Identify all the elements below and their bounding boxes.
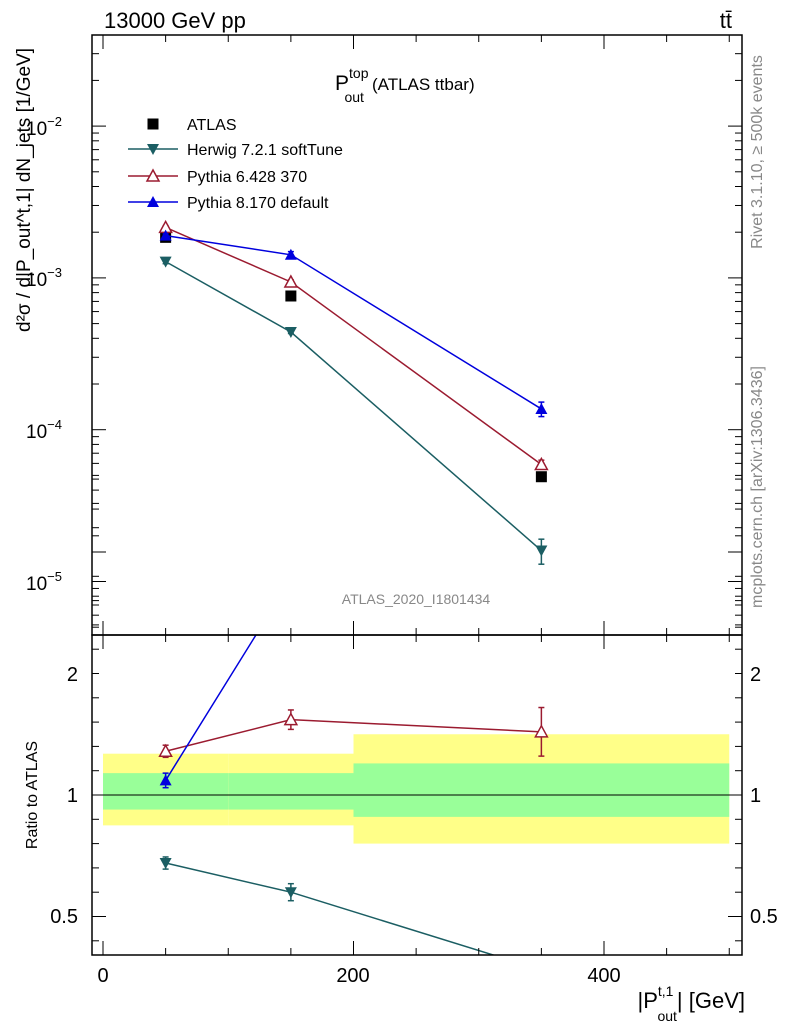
legend-label-pythia6: Pythia 6.428 370 [187,169,307,186]
main-point-herwig-0 [159,256,172,268]
legend: ATLAS Herwig 7.2.1 softTune Pythia 6.428… [128,117,343,212]
ratio-y-tick-label-left-0: 0.5 [50,906,78,928]
legend-label-herwig: Herwig 7.2.1 softTune [187,142,343,159]
ratio-bands [103,734,730,844]
ratio-y-tick-label-right-1: 1 [750,785,761,807]
ratio-y-tick-labels: 0.5 1 2 0.5 1 2 [50,664,778,928]
ratio-y-axis-label: Ratio to ATLAS [24,741,41,849]
mcplots-label: mcplots.cern.ch [arXiv:1306.3436] [749,366,766,608]
ratio-y-tick-label-right-2: 2 [750,664,761,686]
x-tick-labels: 0 200 400 [97,965,620,987]
main-point-herwig-2 [535,545,548,557]
legend-entry-herwig: Herwig 7.2.1 softTune [128,142,343,159]
axis-ticks [92,35,742,955]
x-tick-label-400: 400 [587,965,620,987]
legend-entry-pythia8: Pythia 8.170 default [128,195,329,212]
x-tick-label-0: 0 [97,965,108,987]
main-y-tick-label-1e-5: 10−5 [26,569,62,595]
process-label: tt̄ [720,8,732,33]
main-y-axis-label: d²σ / d|P_out^t,1| dN_jets [1/GeV] [14,48,35,332]
ratio-y-tick-label-left-2: 2 [67,664,78,686]
main-series-layer [158,219,549,565]
ratio-line-pythia8 [164,635,257,781]
ratio-point-pythia8-1 [285,573,297,584]
plot-title: Ptop out(ATLAS ttbar) [335,65,475,105]
x-tick-label-200: 200 [336,965,369,987]
main-point-atlas-2 [535,471,547,483]
ratio-band-inner-1 [228,773,354,810]
main-point-pythia8-1 [284,248,297,260]
legend-symbol-pythia6 [145,168,161,182]
legend-label-atlas: ATLAS [187,117,237,134]
main-point-atlas-1 [285,290,297,302]
main-point-pythia8-2 [535,402,548,414]
legend-label-pythia8: Pythia 8.170 default [187,195,329,212]
legend-entry-pythia6: Pythia 6.428 370 [128,168,307,186]
legend-marker-herwig [147,144,159,155]
legend-marker-pythia8 [147,196,159,207]
ratio-point-pythia8-2 [535,352,547,363]
ratio-point-pythia6-1 [283,712,299,726]
legend-symbol-pythia8 [147,196,159,207]
ratio-series-layer [158,352,549,976]
legend-marker-pythia6 [145,168,161,182]
main-y-tick-label-1e-2: 10−2 [26,114,62,140]
ratio-point-pythia6-0 [158,743,173,758]
ratio-point-pythia6-2 [534,724,549,738]
rivet-version-label: Rivet 3.1.10, ≥ 500k events [749,55,766,249]
ratio-y-tick-label-left-1: 1 [67,785,78,807]
ratio-y-tick-label-right-0: 0.5 [750,906,778,928]
ratio-point-pythia8-0 [159,774,172,786]
energy-label: 13000 GeV pp [104,8,246,33]
main-y-tick-label-1e-4: 10−4 [26,417,62,443]
legend-symbol-herwig [147,144,159,155]
main-y-tick-label-1e-3: 10−3 [26,265,62,291]
legend-symbol-atlas [147,118,159,130]
analysis-id-label: ATLAS_2020_I1801434 [342,591,491,607]
main-y-tick-labels: 10−5 10−4 10−3 10−2 [26,114,62,595]
ratio-point-herwig-0 [159,858,172,870]
ratio-band-inner-2 [353,763,730,817]
ratio-point-herwig-2 [535,965,547,976]
legend-marker-atlas [147,118,159,130]
x-axis-label: |Pt,1 out| [GeV] [637,983,745,1024]
main-point-pythia6-1 [283,274,299,288]
main-point-pythia6-2 [534,456,549,471]
main-line-pythia6 [165,226,542,466]
main-point-pythia8-0 [159,229,172,241]
main-line-herwig [165,260,542,552]
main-line-pythia8 [165,234,542,410]
main-point-herwig-1 [284,327,297,339]
ratio-point-herwig-1 [284,887,297,899]
legend-entry-atlas: ATLAS [147,117,237,134]
